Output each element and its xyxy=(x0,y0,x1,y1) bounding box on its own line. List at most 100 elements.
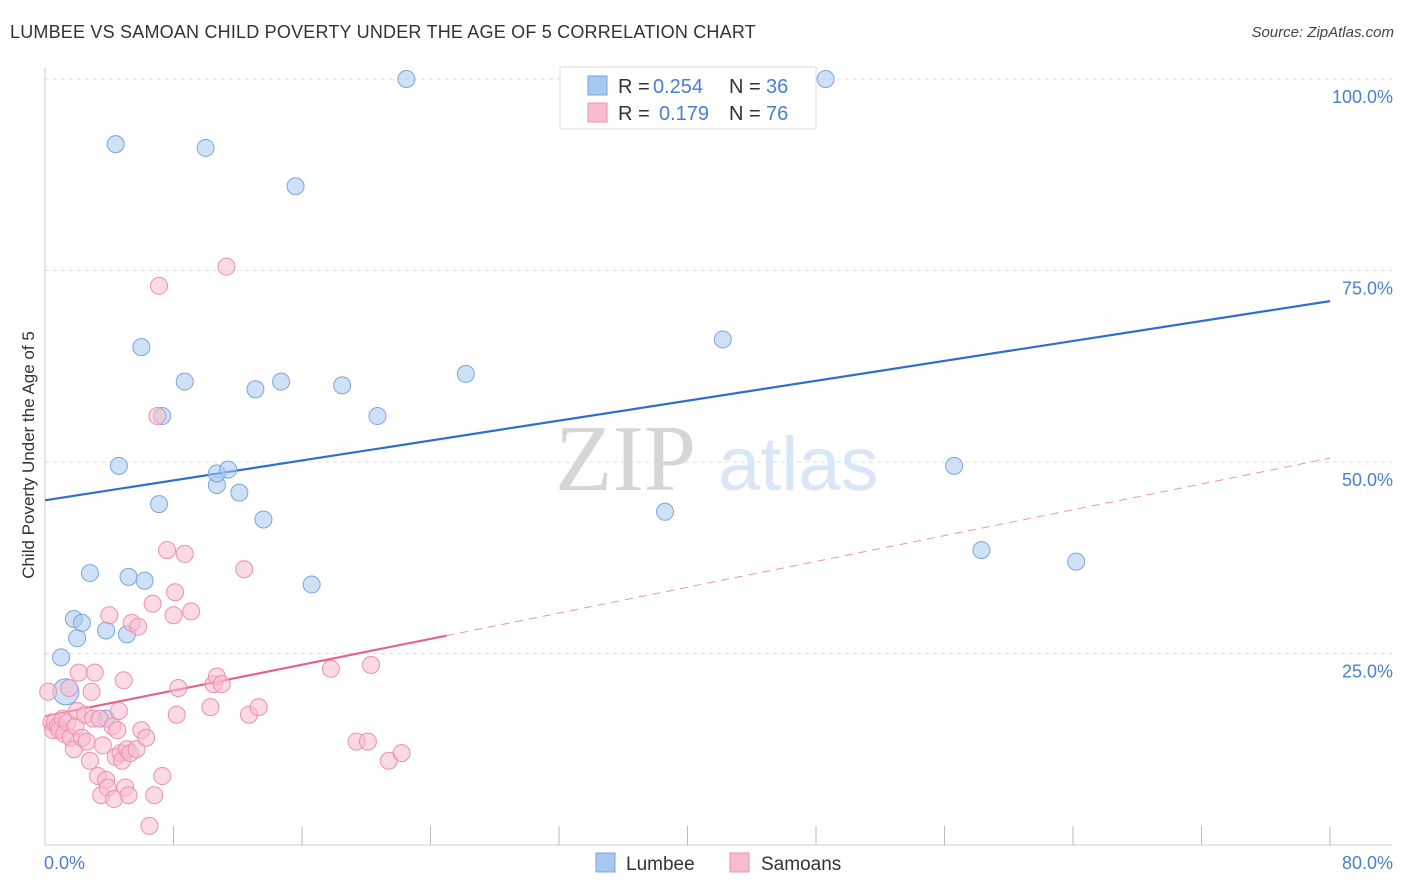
point-lumbee xyxy=(219,460,238,479)
x-tick-label: 0.0% xyxy=(44,853,85,873)
point-samoans xyxy=(145,786,164,805)
point-lumbee xyxy=(254,510,273,529)
point-lumbee xyxy=(333,376,352,395)
point-samoans xyxy=(175,544,194,563)
point-lumbee xyxy=(456,364,475,383)
point-lumbee xyxy=(52,648,71,667)
grid-lines xyxy=(45,78,1392,654)
point-lumbee xyxy=(246,380,265,399)
point-lumbee xyxy=(1067,552,1086,571)
trend-lines xyxy=(44,300,1331,718)
point-samoans xyxy=(169,678,188,697)
point-lumbee xyxy=(230,483,249,502)
point-samoans xyxy=(85,663,104,682)
trend-line-samoans xyxy=(44,634,447,718)
axes: 25.0% 50.0% 75.0% 100.0% 0.0% 80.0% xyxy=(44,68,1393,873)
point-samoans xyxy=(158,541,177,560)
point-samoans xyxy=(167,705,186,724)
point-lumbee xyxy=(150,495,169,514)
legend-r-value-lumbee: 0.254 xyxy=(653,76,703,98)
point-lumbee xyxy=(713,330,732,349)
y-tick-label: 75.0% xyxy=(1342,279,1393,299)
y-tick-label: 25.0% xyxy=(1342,662,1393,682)
bottom-legend: Lumbee Samoans xyxy=(595,852,841,875)
point-samoans xyxy=(143,594,162,613)
top-legend: R = 0.254 N = 36 R = 0.179 N = 76 xyxy=(559,66,817,130)
bottom-legend-label-lumbee: Lumbee xyxy=(626,854,695,875)
point-samoans xyxy=(39,682,58,701)
legend-swatch-samoans xyxy=(587,102,608,123)
point-lumbee xyxy=(119,567,138,586)
point-samoans xyxy=(114,671,133,690)
point-lumbee xyxy=(302,575,321,594)
y-axis-label: Child Poverty Under the Age of 5 xyxy=(19,331,38,579)
watermark: ZIP atlas xyxy=(555,407,879,511)
point-lumbee xyxy=(816,70,835,88)
legend-n-label-samoans: N = xyxy=(729,103,761,125)
point-samoans xyxy=(140,816,159,835)
x-tick-label: 80.0% xyxy=(1342,853,1393,873)
point-samoans xyxy=(137,728,156,747)
point-samoans xyxy=(201,698,220,717)
point-lumbee xyxy=(109,456,128,475)
legend-n-label-lumbee: N = xyxy=(729,76,761,98)
point-lumbee xyxy=(196,138,215,157)
point-samoans xyxy=(77,732,96,751)
point-samoans xyxy=(69,663,88,682)
point-lumbee xyxy=(972,541,991,560)
point-samoans xyxy=(358,732,377,751)
point-lumbee xyxy=(97,621,116,640)
point-samoans xyxy=(217,257,236,276)
point-lumbee xyxy=(945,456,964,475)
legend-r-label-samoans: R = xyxy=(618,103,650,125)
point-lumbee xyxy=(286,177,305,196)
point-samoans xyxy=(108,721,127,740)
bottom-legend-swatch-lumbee xyxy=(595,852,616,873)
point-samoans xyxy=(100,606,119,625)
point-lumbee xyxy=(656,502,675,521)
data-points xyxy=(39,70,1086,835)
point-samoans xyxy=(127,740,146,759)
legend-r-label-lumbee: R = xyxy=(618,76,650,98)
source-label: Source: ZipAtlas.com xyxy=(1251,24,1394,41)
bottom-legend-label-samoans: Samoans xyxy=(761,854,841,875)
point-lumbee xyxy=(72,613,91,632)
point-samoans xyxy=(82,682,101,701)
point-lumbee xyxy=(106,135,125,154)
y-tick-label: 50.0% xyxy=(1342,470,1393,490)
legend-n-value-samoans: 76 xyxy=(766,103,788,125)
point-lumbee xyxy=(272,372,291,391)
point-samoans xyxy=(321,659,340,678)
legend-n-value-lumbee: 36 xyxy=(766,76,788,98)
point-lumbee xyxy=(68,629,87,648)
point-samoans xyxy=(60,678,79,697)
point-samoans xyxy=(153,767,172,786)
point-samoans xyxy=(392,744,411,763)
point-samoans xyxy=(109,701,128,720)
trend-line-samoans-dashed xyxy=(446,457,1331,637)
point-lumbee xyxy=(368,407,387,426)
point-lumbee xyxy=(132,338,151,357)
point-lumbee xyxy=(80,564,99,583)
point-samoans xyxy=(164,606,183,625)
legend-r-value-samoans: 0.179 xyxy=(659,103,709,125)
chart-title: LUMBEE VS SAMOAN CHILD POVERTY UNDER THE… xyxy=(10,22,756,42)
point-lumbee xyxy=(175,372,194,391)
legend-swatch-lumbee xyxy=(587,75,608,96)
y-tick-label: 100.0% xyxy=(1332,87,1393,107)
point-samoans xyxy=(119,786,138,805)
watermark-atlas: atlas xyxy=(718,422,879,507)
point-samoans xyxy=(150,276,169,295)
point-samoans xyxy=(182,602,201,621)
point-samoans xyxy=(129,617,148,636)
bottom-legend-swatch-samoans xyxy=(729,852,750,873)
watermark-zip: ZIP xyxy=(555,407,696,511)
point-samoans xyxy=(362,655,381,674)
point-samoans xyxy=(212,675,231,694)
point-samoans xyxy=(249,698,268,717)
point-samoans xyxy=(93,736,112,755)
point-lumbee xyxy=(397,70,416,88)
point-samoans xyxy=(235,560,254,579)
trend-line-lumbee xyxy=(44,300,1331,502)
